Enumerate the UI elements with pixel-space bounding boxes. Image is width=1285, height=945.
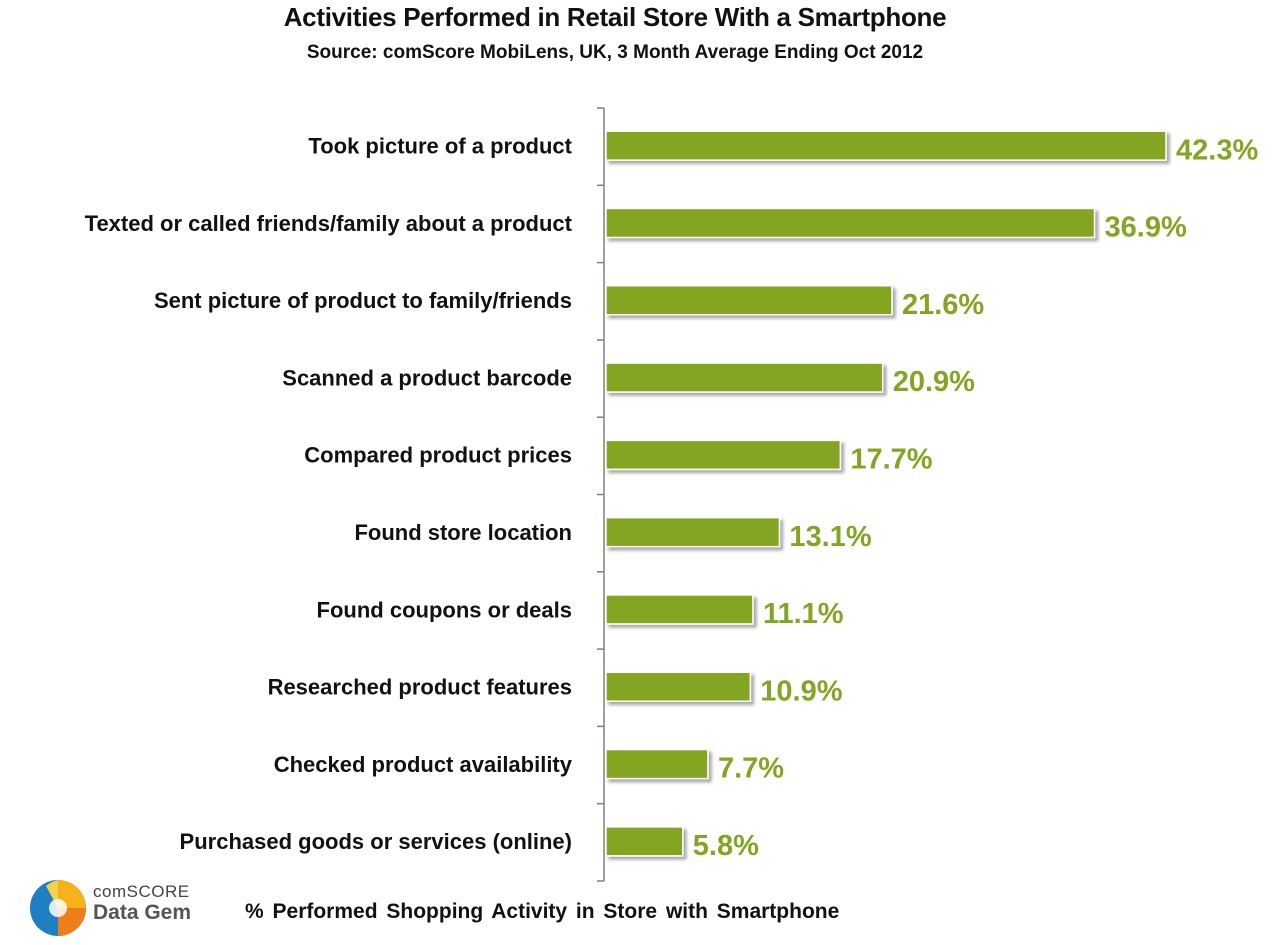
value-label: 11.1% [763,598,844,630]
bar [605,362,884,393]
value-label: 20.9% [893,366,975,398]
value-label: 42.3% [1176,134,1258,166]
value-label: 36.9% [1105,212,1187,244]
value-label: 17.7% [850,444,932,476]
bar [605,594,754,625]
bar [605,439,842,471]
value-label: 10.9% [760,675,842,707]
value-label: 5.8% [693,830,759,862]
category-label: Found store location [354,520,572,545]
bar [605,826,684,857]
brand: comSCORE Data Gem [93,882,191,925]
chart-title: Activities Performed in Retail Store Wit… [283,2,947,32]
category-label: Sent picture of product to family/friend… [154,288,572,313]
category-label: Checked product availability [274,752,573,777]
category-label: Scanned a product barcode [282,365,572,390]
category-label: Texted or called friends/family about a … [85,211,573,236]
x-axis-label: % Performed Shopping Activity in Store w… [245,900,840,923]
category-label: Purchased goods or services (online) [180,829,572,854]
chart-subtitle: Source: comScore MobiLens, UK, 3 Month A… [306,42,924,63]
bar [605,671,752,702]
bar [605,285,893,316]
category-label: Found coupons or deals [317,597,572,622]
brand-name: comSCORE [93,882,190,901]
bar [605,207,1096,239]
category-label: Took picture of a product [308,133,572,158]
value-label: 13.1% [789,521,871,553]
comscore-logo-icon [30,880,86,936]
category-label: Researched product features [268,675,572,700]
brand-product: Data Gem [93,901,192,924]
value-label: 7.7% [718,753,784,785]
bar [605,748,709,780]
category-label: Compared product prices [304,443,572,468]
value-label: 21.6% [902,289,984,321]
bar [605,130,1167,161]
bar [605,516,781,548]
